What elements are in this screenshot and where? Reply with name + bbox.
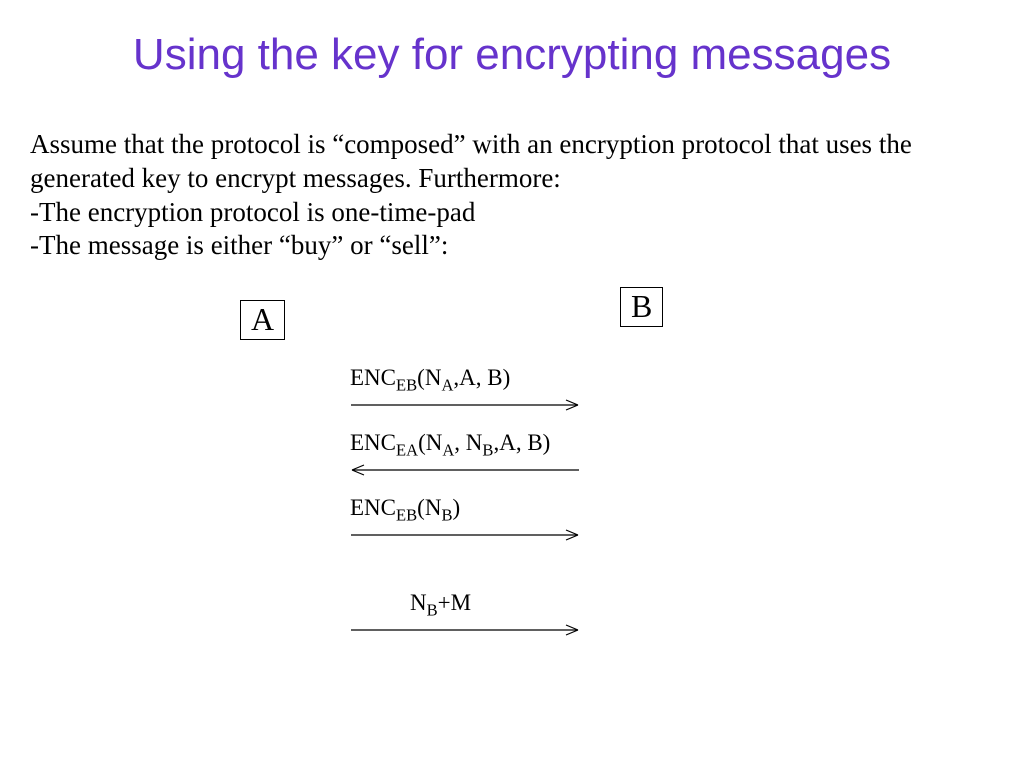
arrow-left-icon (350, 463, 580, 477)
body-text: Assume that the protocol is “composed” w… (30, 128, 960, 263)
protocol-message: ENCEB(NA,A, B) (350, 365, 610, 412)
message-arrow (350, 463, 610, 477)
message-label: NB+M (350, 590, 610, 621)
body-line: Assume that the protocol is “composed” w… (30, 128, 960, 196)
body-line: -The message is either “buy” or “sell”: (30, 229, 960, 263)
protocol-message: ENCEA(NA, NB,A, B) (350, 430, 610, 477)
message-arrow (350, 528, 610, 542)
arrow-right-icon (350, 528, 580, 542)
message-label: ENCEB(NB) (350, 495, 610, 526)
slide: Using the key for encrypting messages As… (0, 0, 1024, 768)
node-b: B (620, 287, 663, 327)
message-label: ENCEA(NA, NB,A, B) (350, 430, 610, 461)
message-label: ENCEB(NA,A, B) (350, 365, 610, 396)
protocol-message: ENCEB(NB) (350, 495, 610, 542)
message-arrow (350, 398, 610, 412)
node-a: A (240, 300, 285, 340)
slide-title: Using the key for encrypting messages (0, 30, 1024, 80)
message-arrow (350, 623, 610, 637)
arrow-right-icon (350, 398, 580, 412)
protocol-message: NB+M (350, 590, 610, 637)
body-line: -The encryption protocol is one-time-pad (30, 196, 960, 230)
arrow-right-icon (350, 623, 580, 637)
